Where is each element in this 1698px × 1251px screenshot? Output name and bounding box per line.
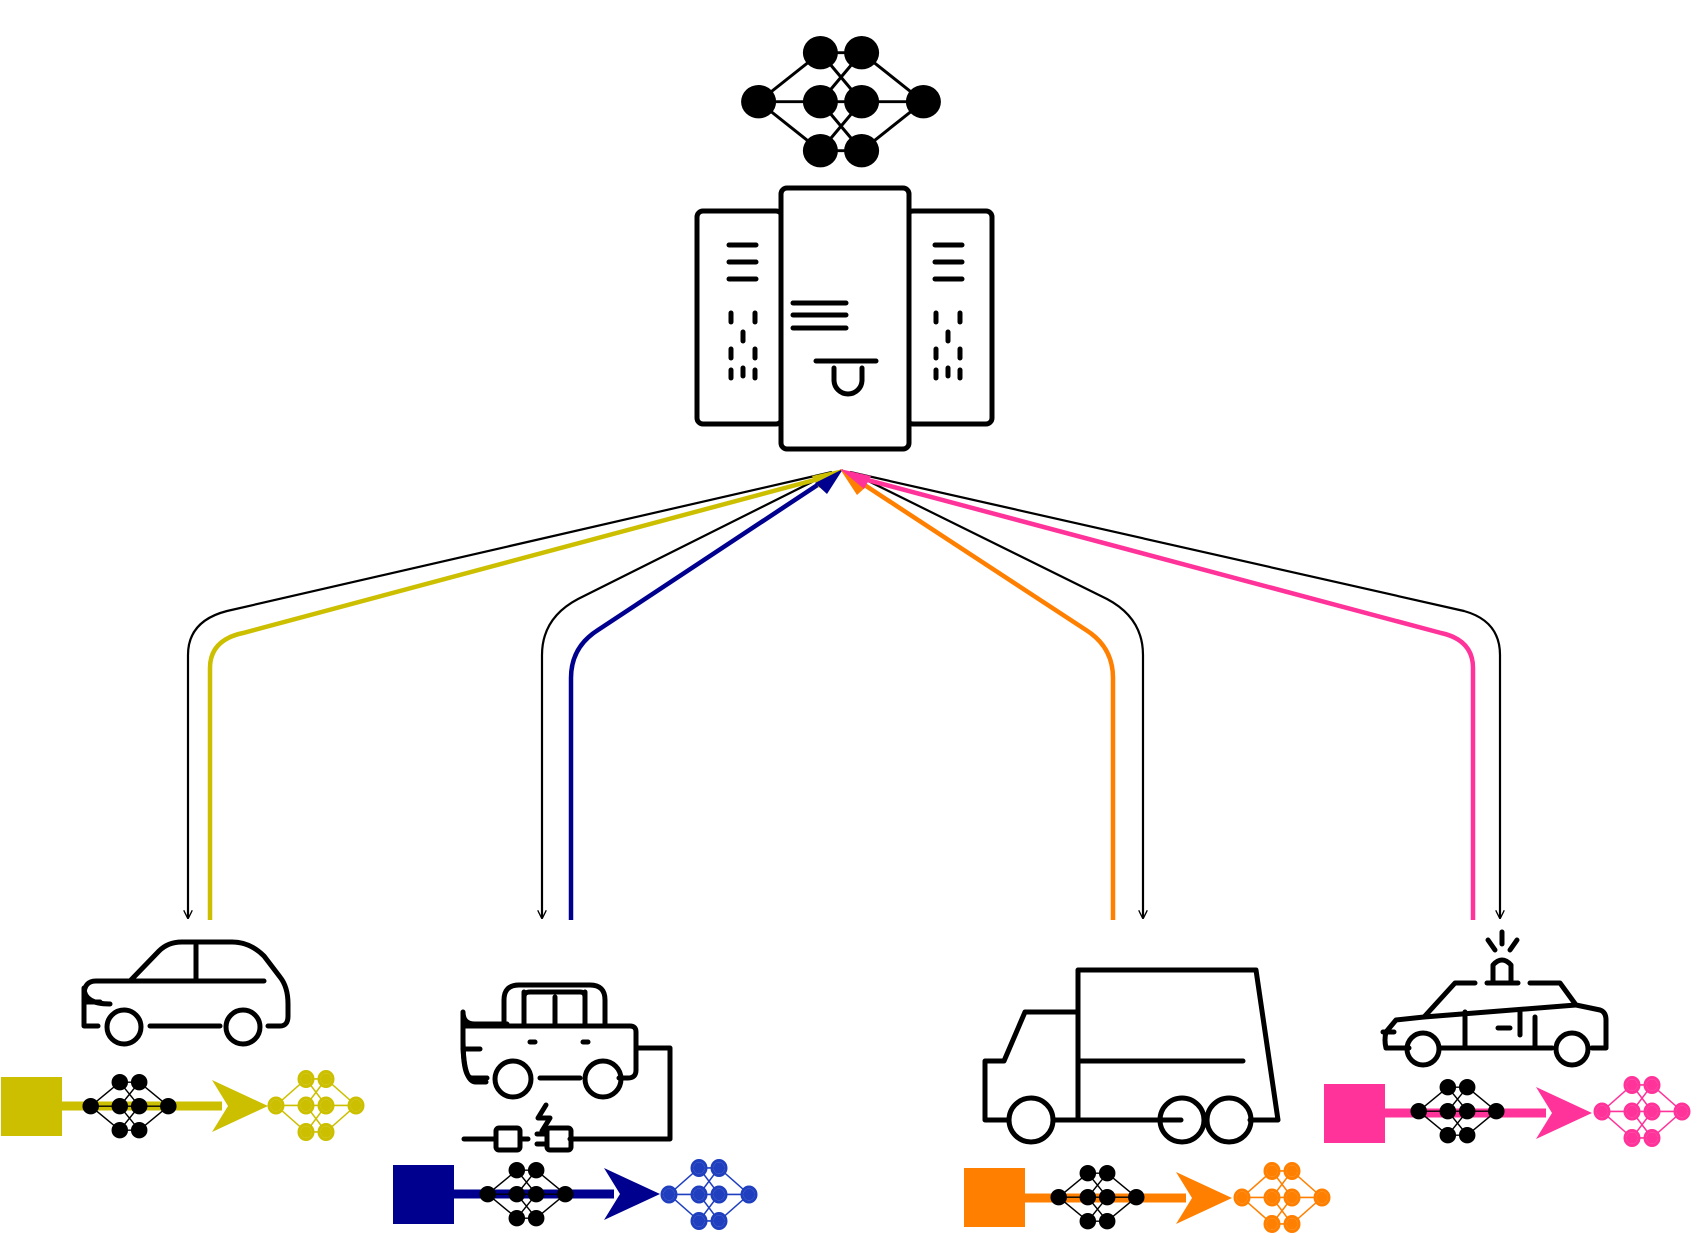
police-car-icon (1380, 929, 1609, 1068)
car-icon (81, 939, 291, 1047)
updated-model-icon (1593, 1075, 1691, 1147)
electric-car-icon (460, 982, 673, 1153)
updated-model-icon (1233, 1161, 1331, 1233)
truck-icon (982, 967, 1281, 1145)
updated-model-icon (267, 1069, 365, 1141)
model-update-arrows (207, 475, 1476, 920)
local-data-square-icon (1324, 1084, 1385, 1143)
local-model-icon (81, 1073, 178, 1140)
global-model-broadcast-arrows (188, 470, 1500, 918)
server-rack-icon (694, 185, 995, 452)
model-update-arrowheads (812, 469, 871, 495)
local-model-icon (1049, 1164, 1146, 1231)
local-data-square-icon (393, 1165, 454, 1224)
global-model-icon (739, 34, 943, 169)
local-model-icon (1409, 1078, 1506, 1145)
local-data-square-icon (1, 1077, 62, 1136)
updated-model-icon (660, 1158, 758, 1230)
local-data-square-icon (964, 1168, 1025, 1227)
local-model-icon (478, 1161, 575, 1228)
